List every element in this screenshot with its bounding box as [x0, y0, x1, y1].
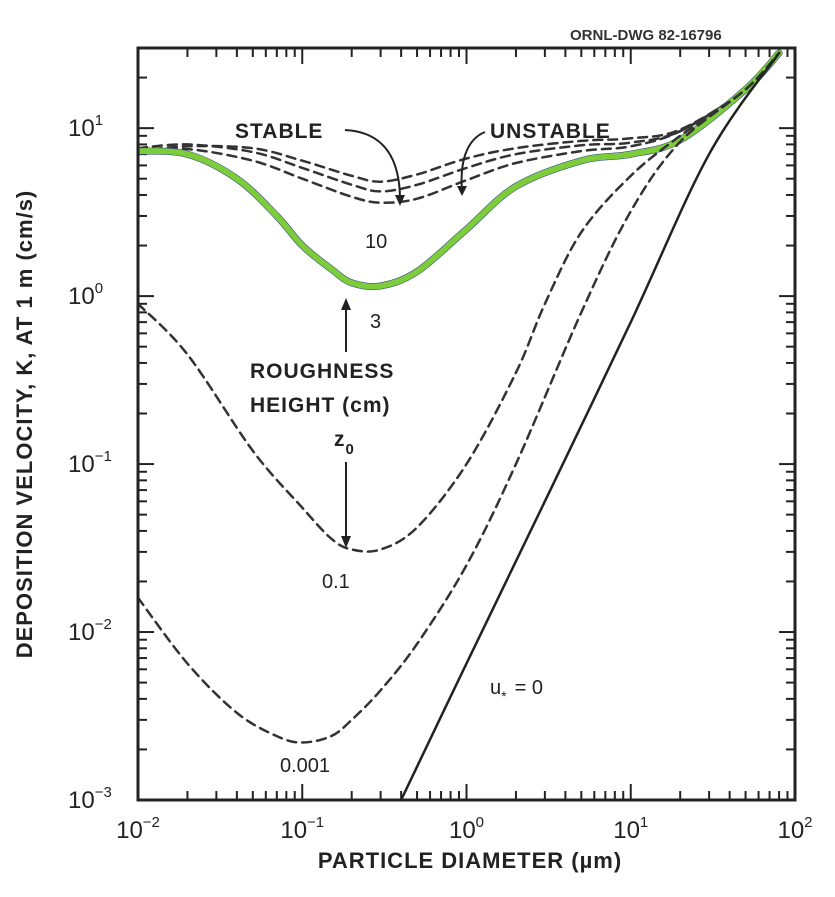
- series-1-line: [138, 51, 781, 193]
- y-tick-label-4: 10−3: [68, 784, 112, 814]
- z0-symbol: z: [334, 428, 346, 451]
- unstable-label: UNSTABLE: [490, 120, 611, 143]
- stable-label: STABLE: [235, 120, 323, 143]
- series-5-line: [138, 51, 781, 744]
- stable-arrow: [344, 129, 401, 201]
- unstable-arrowhead: [457, 186, 467, 196]
- x-tick-label-4: 102: [777, 814, 812, 844]
- y-axis-title: DEPOSITION VELOCITY, K, AT 1 m (cm/s): [12, 190, 37, 659]
- x-tick-label-0: 10−2: [116, 814, 160, 844]
- series-layer: [138, 49, 783, 800]
- series-2-line: [138, 51, 781, 183]
- roughness-label-line1: ROUGHNESS: [250, 360, 394, 383]
- roughness-arrowhead-up: [341, 298, 351, 310]
- x-axis-title: PARTICLE DIAMETER (µm): [318, 848, 622, 873]
- stable-arrowhead: [395, 195, 405, 206]
- curve-label-0-1: 0.1: [322, 571, 350, 593]
- roughness-label-line2: HEIGHT (cm): [250, 394, 391, 417]
- roughness-arrowhead-down: [341, 536, 351, 548]
- series-4-line: [138, 51, 781, 553]
- curve-label-0-001: 0.001: [280, 755, 330, 777]
- curve-label-3: 3: [370, 311, 381, 333]
- z0-label: z0: [334, 428, 355, 458]
- series-6-line: [399, 51, 781, 800]
- y-tick-label-1: 100: [68, 280, 103, 310]
- x-tick-label-3: 101: [613, 814, 648, 844]
- ustar-eq: = 0: [515, 677, 543, 699]
- y-tick-label-3: 10−2: [68, 616, 112, 646]
- x-tick-label-1: 10−1: [280, 814, 324, 844]
- series-3-line: [138, 50, 783, 290]
- y-tick-label-2: 10−1: [68, 448, 112, 478]
- axis-ticks: [137, 47, 795, 801]
- plot-frame: [136, 46, 797, 802]
- z0-subscript: 0: [346, 441, 355, 458]
- curve-label-10: 10: [365, 231, 387, 253]
- unstable-arrow: [460, 131, 486, 191]
- ustar-u: u: [490, 677, 501, 699]
- ustar-star: *: [501, 688, 507, 704]
- y-tick-label-0: 101: [68, 112, 103, 142]
- ustar-label: u* = 0: [490, 677, 543, 704]
- drawing-number: ORNL-DWG 82-16796: [570, 27, 722, 44]
- x-tick-label-2: 100: [449, 814, 484, 844]
